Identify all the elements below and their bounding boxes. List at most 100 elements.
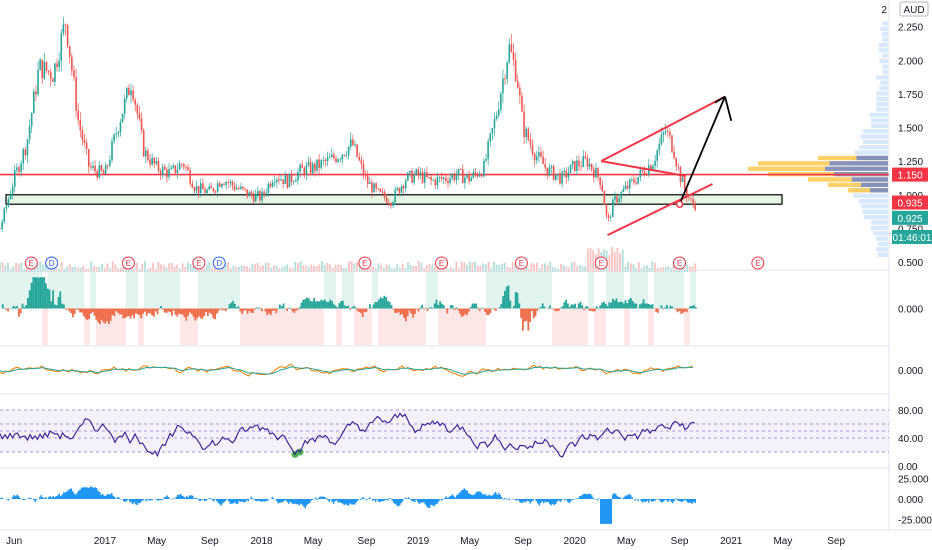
volume-profile-bar (873, 231, 888, 236)
price-candle (413, 174, 415, 183)
volume-bar (632, 264, 635, 272)
momentum-background (672, 272, 678, 309)
volume-bar (380, 264, 383, 272)
drawing-tools[interactable] (600, 95, 733, 237)
momentum-bar (500, 303, 503, 309)
flow-bar (525, 499, 527, 503)
flow-bar (624, 496, 626, 499)
momentum-bar (466, 308, 468, 316)
price-candle (140, 118, 143, 130)
price-candle (491, 128, 494, 134)
flow-bar (70, 488, 72, 499)
earnings-event-badge: E (192, 256, 206, 270)
volume-bar (251, 263, 254, 272)
price-candle (307, 162, 310, 166)
volume-bar (305, 265, 307, 272)
flow-bar (369, 497, 371, 499)
indicator-tick-label: 0.000 (898, 366, 923, 377)
event-badge-circle (594, 256, 608, 270)
flow-bar (531, 499, 533, 502)
flow-bar (681, 499, 683, 503)
price-candle (451, 174, 454, 179)
flow-bar (600, 499, 602, 524)
price-candle (280, 179, 282, 181)
price-tick-label: 2.000 (898, 56, 923, 67)
momentum-bar (79, 308, 81, 313)
flow-bar (282, 499, 284, 503)
price-candle (229, 181, 232, 183)
price-tick-label: 1.250 (898, 157, 923, 168)
price-candle (106, 165, 109, 167)
flow-bar (216, 499, 218, 502)
dividend-event-badge: D (45, 256, 59, 270)
indicator-tick-label: 0.00 (898, 462, 918, 473)
volume-bar (350, 261, 353, 272)
price-candle (436, 177, 439, 186)
price-candle (681, 177, 684, 183)
volume-bar (544, 263, 546, 272)
momentum-bar (565, 299, 567, 309)
price-candle (618, 198, 620, 203)
momentum-bar (603, 301, 605, 309)
momentum-bar (289, 307, 292, 309)
currency-badge[interactable]: AUD (899, 1, 929, 17)
price-candle (297, 171, 299, 181)
flow-bar (66, 491, 68, 499)
momentum-bar (70, 308, 72, 314)
momentum-bar (396, 308, 398, 313)
flow-bar (348, 499, 350, 506)
volume-bar (356, 262, 358, 272)
flow-bar (177, 495, 179, 499)
flow-bar (609, 499, 611, 524)
volume-profile-bar (877, 252, 888, 257)
price-candle (421, 172, 424, 183)
price-candle (87, 149, 90, 167)
momentum-bar (131, 308, 134, 316)
event-badge-circle (514, 256, 528, 270)
flow-bar (178, 494, 180, 499)
time-tick-label: 2021 (720, 536, 743, 547)
price-candle (22, 149, 25, 164)
flow-bar (429, 499, 431, 508)
momentum-bar (221, 308, 224, 311)
momentum-bar (405, 308, 407, 322)
channel-lower-line (607, 183, 713, 237)
momentum-background (492, 272, 498, 309)
price-candle (639, 170, 642, 178)
volume-bar (221, 265, 224, 272)
momentum-background (294, 308, 300, 345)
flow-bar (463, 488, 465, 499)
price-candle (85, 142, 88, 150)
flow-bar (162, 499, 164, 500)
momentum-bar (261, 308, 263, 312)
price-candle (218, 183, 221, 187)
price-candle (54, 63, 56, 82)
momentum-bar (315, 301, 317, 309)
price-tick-label: 1.750 (898, 90, 923, 101)
price-candle (185, 166, 187, 168)
momentum-bar (478, 308, 481, 311)
price-candle (90, 166, 92, 168)
volume-bar (468, 261, 471, 272)
flow-bar (493, 493, 495, 499)
momentum-bar (10, 307, 13, 309)
flow-bar (645, 499, 647, 503)
momentum-bar (583, 308, 585, 311)
momentum-background (498, 272, 504, 309)
flow-bar (504, 497, 506, 499)
flow-bar (490, 495, 492, 499)
momentum-bar (493, 308, 495, 310)
momentum-bar (82, 308, 85, 316)
countdown-label: 01:46:01 (893, 233, 932, 244)
momentum-bar (1, 304, 4, 309)
time-axis[interactable]: Jun 2017 May Sep 2018 May Sep 2019 May Sep 2020 May… (0, 529, 932, 547)
volume-bar (501, 263, 503, 272)
flow-bar (337, 499, 339, 503)
flow-bar (280, 499, 282, 503)
flow-bar (360, 499, 362, 500)
volume-bar (688, 266, 691, 272)
volume-bar (17, 263, 20, 272)
flow-bar (555, 499, 557, 505)
support-zone-rectangle[interactable] (5, 194, 783, 205)
